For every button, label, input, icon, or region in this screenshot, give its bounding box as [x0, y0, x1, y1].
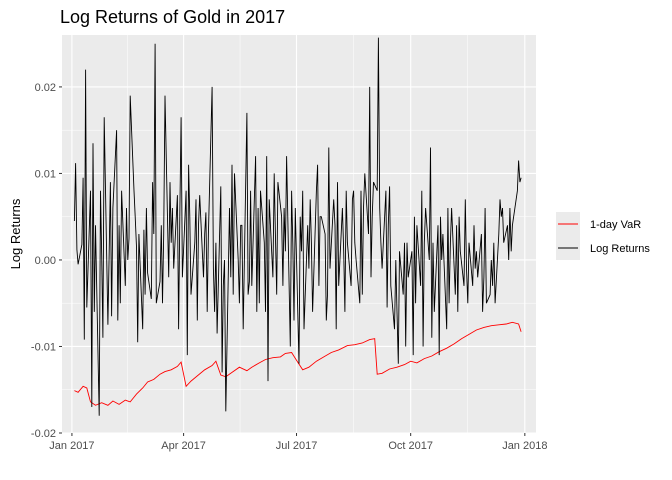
y-tick-label: -0.01 [31, 341, 56, 353]
y-axis-title: Log Returns [8, 198, 23, 269]
y-tick-label: -0.02 [31, 428, 56, 440]
x-tick-label: Jan 2017 [49, 440, 94, 452]
legend: 1-day VaR Log Returns [556, 212, 650, 260]
y-tick-label: 0.00 [35, 255, 56, 267]
x-tick-label: Jan 2018 [502, 440, 547, 452]
x-tick-label: Oct 2017 [388, 440, 433, 452]
x-tick-label: Jul 2017 [276, 440, 318, 452]
legend-label-returns: Log Returns [590, 243, 650, 255]
log-returns-line [73, 37, 522, 416]
x-axis: Jan 2017 Apr 2017 Jul 2017 Oct 2017 Jan 2018 [49, 433, 547, 452]
chart-title: Log Returns of Gold in 2017 [60, 7, 285, 27]
y-tick-label: 0.02 [35, 82, 56, 94]
y-axis: 0.02 0.01 0.00 -0.01 -0.02 [31, 82, 62, 440]
legend-label-var: 1-day VaR [590, 219, 641, 231]
y-tick-label: 0.01 [35, 168, 56, 180]
x-tick-label: Apr 2017 [161, 440, 206, 452]
